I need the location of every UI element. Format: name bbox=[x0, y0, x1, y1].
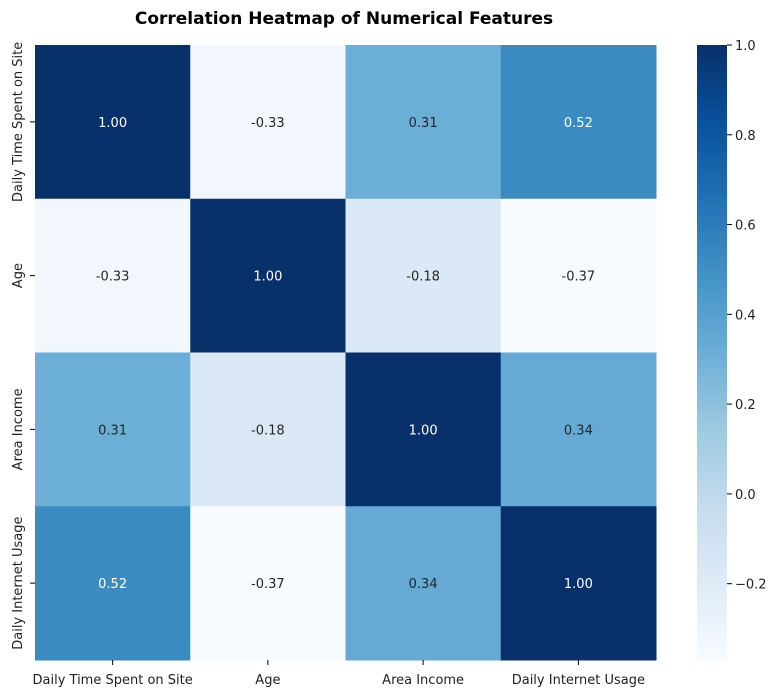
cell-annotation-r3-c1: -0.37 bbox=[251, 577, 285, 592]
colorbar-tick-label-5: 0.8 bbox=[735, 129, 756, 144]
heatmap-cell-r1-c2 bbox=[345, 198, 502, 353]
heatmap-cell-r0-c0 bbox=[35, 45, 191, 200]
cell-annotation-r0-c3: 0.52 bbox=[564, 116, 593, 131]
heatmap-cell-r2-c1 bbox=[190, 352, 346, 507]
heatmap-cell-r3-c0 bbox=[35, 506, 191, 661]
heatmap-cell-r0-c2 bbox=[345, 45, 502, 200]
cell-annotation-r2-c3: 0.34 bbox=[564, 423, 593, 438]
heatmap-cell-r2-c0 bbox=[35, 352, 191, 507]
heatmap-cell-r1-c0 bbox=[35, 198, 191, 353]
colorbar-tick-label-0: −0.2 bbox=[735, 578, 767, 593]
cell-annotation-r1-c3: -0.37 bbox=[562, 270, 596, 285]
heatmap-cell-r2-c2 bbox=[345, 352, 502, 507]
cell-annotation-r0-c2: 0.31 bbox=[409, 116, 438, 131]
colorbar-tick-label-4: 0.6 bbox=[735, 219, 756, 234]
x-tick-label-1: Age bbox=[255, 673, 280, 688]
heatmap-cell-r0-c1 bbox=[190, 45, 346, 200]
cell-annotation-r0-c1: -0.33 bbox=[251, 116, 285, 131]
colorbar-tick-label-6: 1.0 bbox=[735, 39, 756, 54]
colorbar: −0.2 0.0 0.2 0.4 0.6 0.8 1.0 bbox=[697, 39, 767, 660]
heatmap-cell-r1-c1 bbox=[190, 198, 346, 353]
cell-annotation-r3-c0: 0.52 bbox=[98, 577, 127, 592]
y-axis: Daily Time Spent on Site Age Area Income Da… bbox=[11, 42, 35, 650]
heatmap-cell-r1-c3 bbox=[500, 198, 657, 353]
heatmap-cell-r3-c3 bbox=[500, 506, 657, 661]
cell-annotation-r1-c1: 1.00 bbox=[253, 270, 282, 285]
heatmap-cell-r3-c2 bbox=[345, 506, 502, 661]
x-tick-label-0: Daily Time Spent on Site bbox=[33, 673, 193, 688]
colorbar-tick-label-3: 0.4 bbox=[735, 308, 756, 323]
heatmap-cell-r0-c3 bbox=[500, 45, 657, 200]
y-tick-label-1: Age bbox=[11, 263, 26, 288]
cell-annotation-r2-c0: 0.31 bbox=[98, 423, 127, 438]
colorbar-tick-label-1: 0.0 bbox=[735, 488, 756, 503]
cell-annotation-r0-c0: 1.00 bbox=[98, 116, 127, 131]
x-tick-label-3: Daily Internet Usage bbox=[512, 673, 645, 688]
cell-annotation-r2-c2: 1.00 bbox=[409, 423, 438, 438]
colorbar-tick-label-2: 0.2 bbox=[735, 398, 756, 413]
heatmap-cells: 1.00 -0.33 0.31 0.52 -0.33 1.00 -0.18 -0.37 0.31… bbox=[35, 45, 657, 661]
y-tick-label-0: Daily Time Spent on Site bbox=[11, 42, 26, 202]
chart-title: Correlation Heatmap of Numerical Feature… bbox=[135, 9, 553, 29]
x-tick-label-2: Area Income bbox=[382, 673, 464, 688]
cell-annotation-r2-c1: -0.18 bbox=[251, 423, 285, 438]
cell-annotation-r3-c3: 1.00 bbox=[564, 577, 593, 592]
y-tick-label-2: Area Income bbox=[11, 388, 26, 470]
heatmap-cell-r2-c3 bbox=[500, 352, 657, 507]
cell-annotation-r3-c2: 0.34 bbox=[409, 577, 438, 592]
cell-annotation-r1-c0: -0.33 bbox=[96, 270, 130, 285]
cell-annotation-r1-c2: -0.18 bbox=[406, 270, 440, 285]
x-axis: Daily Time Spent on Site Age Area Income Da… bbox=[33, 660, 645, 688]
y-tick-label-3: Daily Internet Usage bbox=[11, 516, 26, 649]
colorbar-gradient bbox=[697, 45, 727, 660]
heatmap-cell-r3-c1 bbox=[190, 506, 346, 661]
